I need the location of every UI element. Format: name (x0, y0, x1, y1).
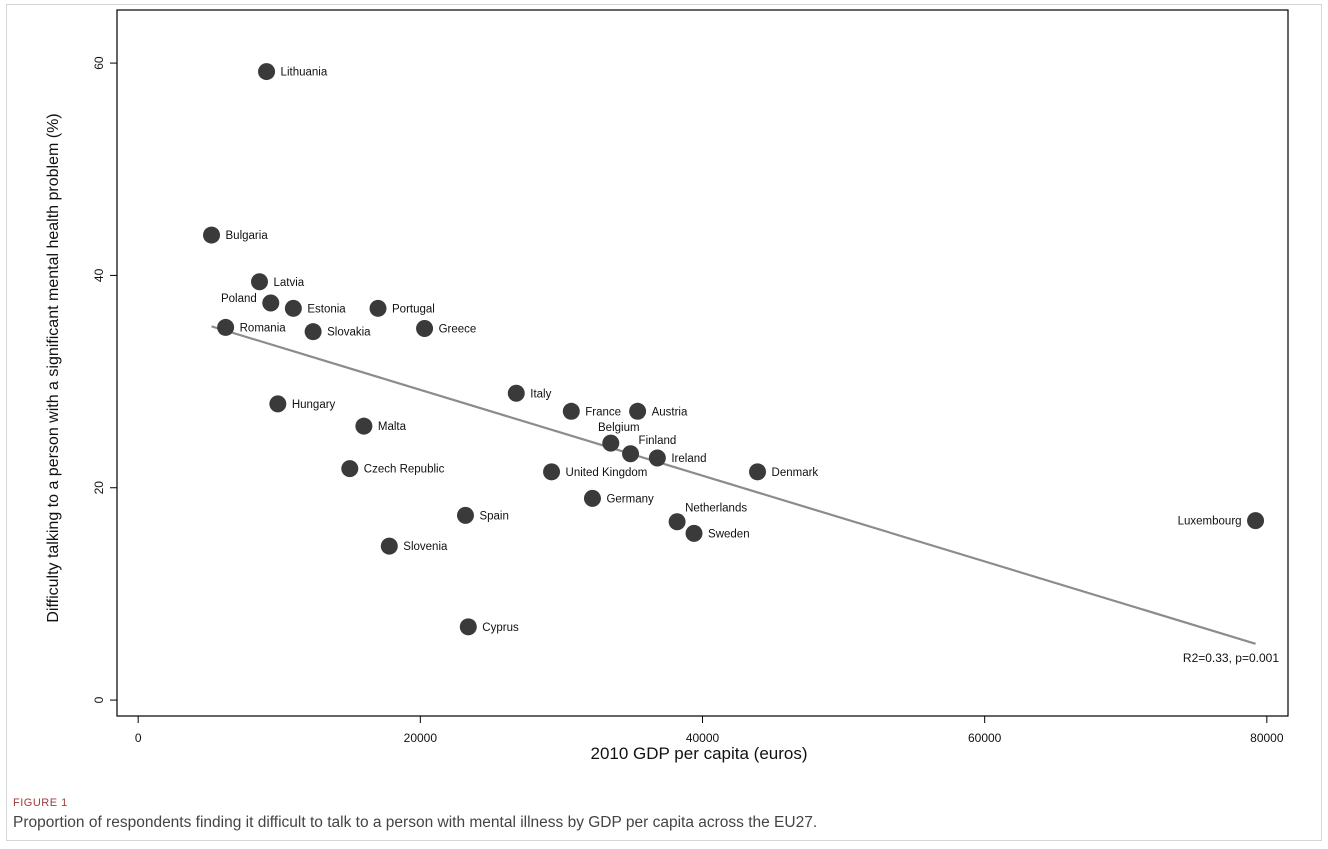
point-label: Cyprus (482, 622, 519, 634)
data-point (369, 299, 387, 317)
r2-annotation: R2=0.33, p=0.001 (1183, 651, 1279, 665)
figure-caption: Proportion of respondents finding it dif… (13, 814, 818, 831)
data-point (284, 299, 302, 317)
point-label: Latvia (273, 277, 304, 289)
point-label: United Kingdom (566, 467, 648, 479)
data-point (380, 537, 398, 555)
point-label: Spain (479, 510, 508, 522)
data-point (258, 63, 276, 81)
data-point (602, 434, 620, 452)
data-point (583, 489, 601, 507)
point-label: Lithuania (281, 67, 328, 79)
point-label: France (585, 406, 621, 418)
data-point (459, 618, 477, 636)
data-points: Lithuania Bulgaria Latvia Poland Estonia Port… (203, 63, 1265, 636)
data-point (355, 417, 373, 435)
data-point (629, 402, 647, 420)
data-point (668, 513, 686, 531)
point-label: Italy (530, 388, 551, 400)
point-label: Finland (639, 435, 677, 447)
data-point (341, 460, 359, 478)
data-point (269, 395, 287, 413)
data-point (1247, 512, 1265, 530)
data-point (217, 318, 235, 336)
scatter-chart: 0 20000 40000 60000 80000 0 20 40 60 Lithuania Bu… (45, 9, 1289, 763)
point-label: Romania (240, 322, 287, 334)
point-label: Austria (652, 406, 688, 418)
plot-area (116, 9, 1289, 717)
data-point (685, 524, 703, 542)
data-point (416, 319, 434, 337)
y-axis-label: Difficulty talking to a person with a si… (45, 113, 62, 622)
data-point (456, 506, 474, 524)
point-label: Slovakia (327, 327, 371, 339)
point-label: Greece (439, 323, 477, 335)
x-tick-label: 0 (135, 731, 142, 745)
x-tick-label: 20000 (404, 731, 438, 745)
axes: 0 20000 40000 60000 80000 0 20 40 60 (92, 56, 1284, 745)
data-point (562, 402, 580, 420)
data-point (262, 294, 280, 312)
data-point (648, 449, 666, 467)
data-point (622, 445, 640, 463)
figure-frame (6, 4, 1322, 841)
y-tick-label: 40 (92, 268, 106, 282)
point-label: Luxembourg (1178, 516, 1242, 528)
data-point (250, 273, 268, 291)
data-point (203, 226, 221, 244)
point-label: Sweden (708, 528, 750, 540)
x-tick-label: 80000 (1250, 731, 1284, 745)
point-label: Ireland (671, 453, 706, 465)
point-label: Estonia (307, 303, 346, 315)
point-label: Hungary (292, 399, 336, 411)
point-label: Portugal (392, 303, 435, 315)
figure-label: FIGURE 1 (13, 797, 68, 809)
point-label: Slovenia (403, 541, 448, 553)
y-tick-label: 0 (92, 696, 106, 703)
x-tick-label: 60000 (968, 731, 1002, 745)
point-label: Czech Republic (364, 464, 445, 476)
point-label: Denmark (772, 467, 819, 479)
point-label: Germany (606, 493, 654, 505)
fit-line (211, 325, 1256, 645)
data-point (304, 323, 322, 341)
point-label: Bulgaria (226, 230, 269, 242)
data-point (749, 463, 767, 481)
x-axis-label: 2010 GDP per capita (euros) (590, 744, 807, 763)
point-label: Poland (221, 293, 257, 305)
point-label: Netherlands (685, 503, 747, 515)
y-tick-label: 60 (92, 56, 106, 70)
y-tick-label: 20 (92, 481, 106, 495)
data-point (543, 463, 561, 481)
point-label: Belgium (598, 422, 640, 434)
data-point (507, 384, 525, 402)
point-label: Malta (378, 421, 407, 433)
x-tick-label: 40000 (686, 731, 720, 745)
